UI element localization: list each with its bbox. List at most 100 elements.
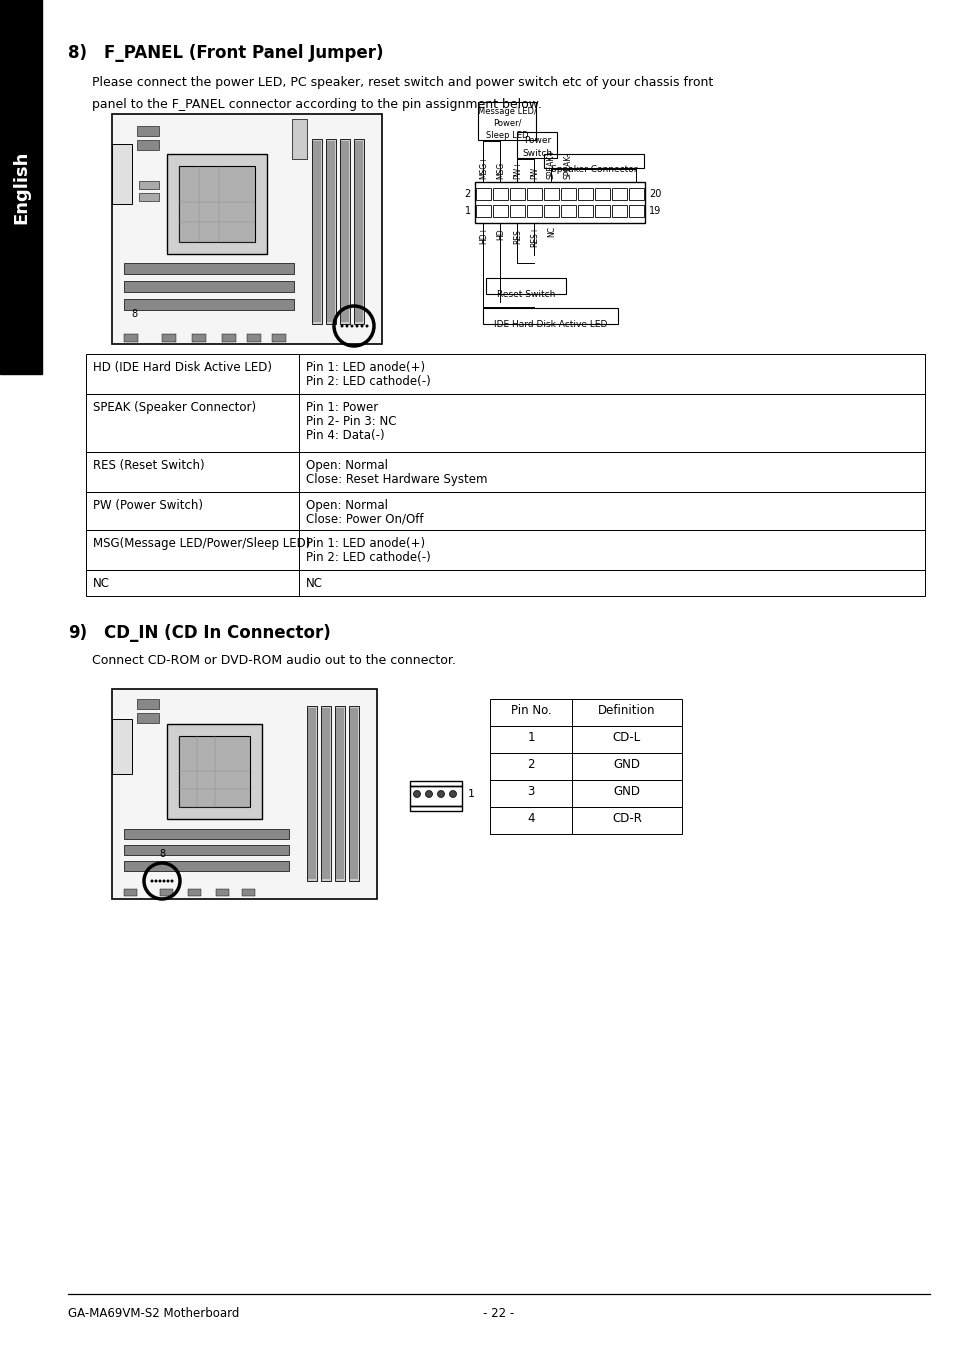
Bar (247, 334, 261, 343)
Text: Connect CD-ROM or DVD-ROM audio out to the connector.: Connect CD-ROM or DVD-ROM audio out to t… (91, 654, 456, 668)
Text: Open: Normal: Open: Normal (306, 459, 388, 473)
Text: MSG-: MSG- (496, 158, 504, 179)
Bar (510, 204, 524, 217)
Text: SPEAK+: SPEAK+ (546, 148, 556, 179)
Text: 2: 2 (464, 190, 471, 199)
Text: Pin 1: LED anode(+): Pin 1: LED anode(+) (306, 362, 425, 374)
Text: Pin 2: LED cathode(-): Pin 2: LED cathode(-) (306, 551, 431, 565)
Bar (137, 714, 159, 723)
Circle shape (340, 325, 343, 328)
Bar (179, 167, 254, 242)
Bar (112, 114, 381, 344)
Bar (308, 708, 315, 879)
Text: Close: Power On/Off: Close: Power On/Off (306, 513, 423, 525)
Text: IDE Hard Disk Active LED: IDE Hard Disk Active LED (494, 320, 607, 329)
Bar (493, 188, 507, 200)
Bar (483, 307, 618, 324)
Bar (612, 188, 626, 200)
Bar (410, 806, 461, 811)
Text: Pin 4: Data(-): Pin 4: Data(-) (306, 429, 384, 441)
Bar (124, 861, 289, 871)
Text: CD_IN (CD In Connector): CD_IN (CD In Connector) (104, 624, 331, 642)
Text: Speaker Connector: Speaker Connector (550, 165, 637, 175)
Bar (490, 807, 681, 834)
Circle shape (360, 325, 363, 328)
Text: Power: Power (523, 135, 551, 145)
Bar (124, 282, 294, 292)
Circle shape (350, 325, 354, 328)
Bar (349, 705, 358, 881)
Text: SPEAK-: SPEAK- (563, 153, 573, 179)
Bar (222, 334, 235, 343)
Bar (137, 126, 159, 135)
Text: Please connect the power LED, PC speaker, reset switch and power switch etc of y: Please connect the power LED, PC speaker… (91, 76, 713, 89)
Bar (475, 181, 644, 223)
Bar (179, 737, 250, 807)
Text: HD+: HD+ (478, 226, 488, 244)
Text: 8): 8) (68, 43, 87, 62)
Bar (86, 492, 924, 529)
Text: Message LED/: Message LED/ (477, 107, 537, 116)
Bar (322, 708, 330, 879)
Bar (124, 890, 137, 896)
Bar (410, 787, 461, 806)
Text: 20: 20 (648, 190, 660, 199)
Bar (162, 334, 175, 343)
Bar (124, 334, 138, 343)
Bar (478, 102, 536, 139)
Text: SPEAK (Speaker Connector): SPEAK (Speaker Connector) (92, 401, 255, 414)
Circle shape (345, 325, 348, 328)
Circle shape (158, 880, 161, 883)
Bar (313, 141, 320, 322)
Bar (560, 204, 576, 217)
Text: Open: Normal: Open: Normal (306, 500, 388, 512)
Bar (350, 708, 357, 879)
Text: CD-R: CD-R (612, 812, 641, 825)
Bar (628, 188, 643, 200)
Text: Pin No.: Pin No. (510, 704, 551, 718)
Text: Reset Switch: Reset Switch (497, 290, 555, 299)
Bar (490, 699, 681, 726)
Bar (167, 724, 262, 819)
Bar (490, 753, 681, 780)
Text: MSG(Message LED/Power/Sleep LED): MSG(Message LED/Power/Sleep LED) (92, 538, 310, 550)
Circle shape (437, 791, 444, 798)
Bar (137, 139, 159, 150)
Bar (578, 188, 593, 200)
Text: English: English (12, 150, 30, 223)
Bar (86, 570, 924, 596)
Bar (326, 139, 335, 324)
Circle shape (425, 791, 432, 798)
Bar (628, 204, 643, 217)
Text: Pin 1: Power: Pin 1: Power (306, 401, 377, 414)
Circle shape (449, 791, 456, 798)
Bar (124, 829, 289, 839)
Bar (137, 699, 159, 709)
Text: GND: GND (613, 785, 639, 798)
Bar (112, 144, 132, 204)
Bar (188, 890, 201, 896)
Bar (86, 353, 924, 394)
Text: Power/: Power/ (493, 119, 521, 129)
Bar (595, 188, 609, 200)
Bar (272, 334, 286, 343)
Text: RES+: RES+ (530, 226, 538, 248)
Text: GA-MA69VM-S2 Motherboard: GA-MA69VM-S2 Motherboard (68, 1307, 239, 1320)
Bar (410, 781, 461, 787)
Circle shape (171, 880, 173, 883)
Text: PW+: PW+ (513, 161, 521, 179)
Text: 2: 2 (527, 758, 535, 770)
Bar (526, 188, 541, 200)
Bar (124, 263, 294, 274)
Bar (526, 204, 541, 217)
Bar (139, 194, 159, 200)
Bar (307, 705, 316, 881)
Bar (490, 726, 681, 753)
Bar (139, 181, 159, 190)
Bar (292, 119, 307, 158)
Text: 19: 19 (648, 206, 660, 217)
Bar (476, 204, 491, 217)
Bar (340, 141, 349, 322)
Circle shape (365, 325, 368, 328)
Bar (0, 0, 42, 374)
